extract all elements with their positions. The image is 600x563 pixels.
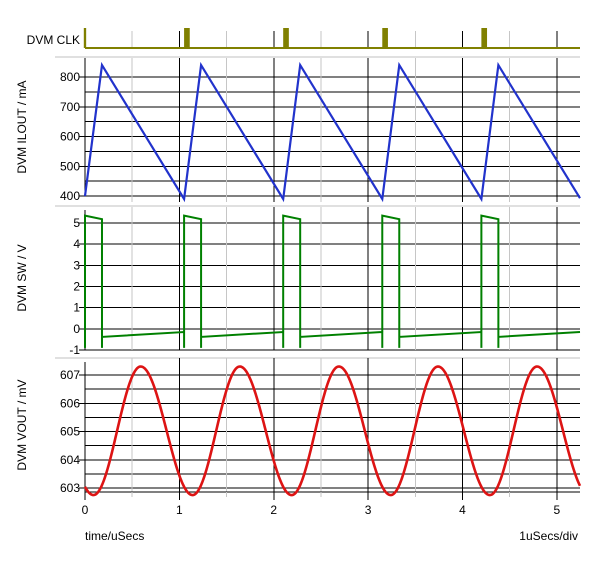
y-tick-label: 606: [60, 396, 80, 410]
y-tick-label: 3: [73, 258, 80, 272]
clk-trace-label: DVM CLK: [26, 33, 80, 47]
ilout-trace: [83, 61, 581, 203]
x-tick-label: 5: [554, 503, 561, 517]
y-tick-label: 5: [73, 216, 80, 230]
y-tick-label: 604: [60, 453, 80, 467]
y-tick-label: -1: [69, 343, 80, 357]
y-tick-label: 0: [73, 322, 80, 336]
clk-pulse: [83, 28, 87, 48]
x-axis-title: time/uSecs: [85, 529, 145, 543]
y-tick-label: 700: [60, 100, 80, 114]
y-tick-label: 600: [60, 130, 80, 144]
y-tick-label: 4: [73, 237, 80, 251]
sw-trace: [84, 214, 581, 348]
x-tick-label: 4: [459, 503, 466, 517]
vout-axis-title: DVM VOUT / mV: [15, 379, 29, 471]
x-tick-label: 3: [365, 503, 372, 517]
x-tick-label: 1: [176, 503, 183, 517]
clk-pulse: [382, 28, 388, 48]
y-tick-label: 605: [60, 425, 80, 439]
clk-pulse: [283, 28, 289, 48]
y-tick-label: 800: [60, 70, 80, 84]
grid-layer: [55, 31, 580, 500]
trace-layer: [83, 28, 582, 497]
y-tick-label: 607: [60, 368, 80, 382]
y-tick-label: 2: [73, 280, 80, 294]
vout-trace: [83, 365, 582, 497]
y-tick-label: 1: [73, 301, 80, 315]
ilout-axis-title: DVM ILOUT / mA: [15, 80, 29, 174]
x-tick-label: 2: [270, 503, 277, 517]
x-tick-label: 0: [82, 503, 89, 517]
y-tick-label: 500: [60, 159, 80, 173]
clk-pulse: [184, 28, 190, 48]
clk-pulse: [481, 28, 488, 48]
y-tick-label: 400: [60, 189, 80, 203]
sw-axis-title: DVM SW / V: [15, 244, 29, 312]
scale-per-div-label: 1uSecs/div: [519, 529, 578, 543]
y-tick-label: 603: [60, 481, 80, 495]
